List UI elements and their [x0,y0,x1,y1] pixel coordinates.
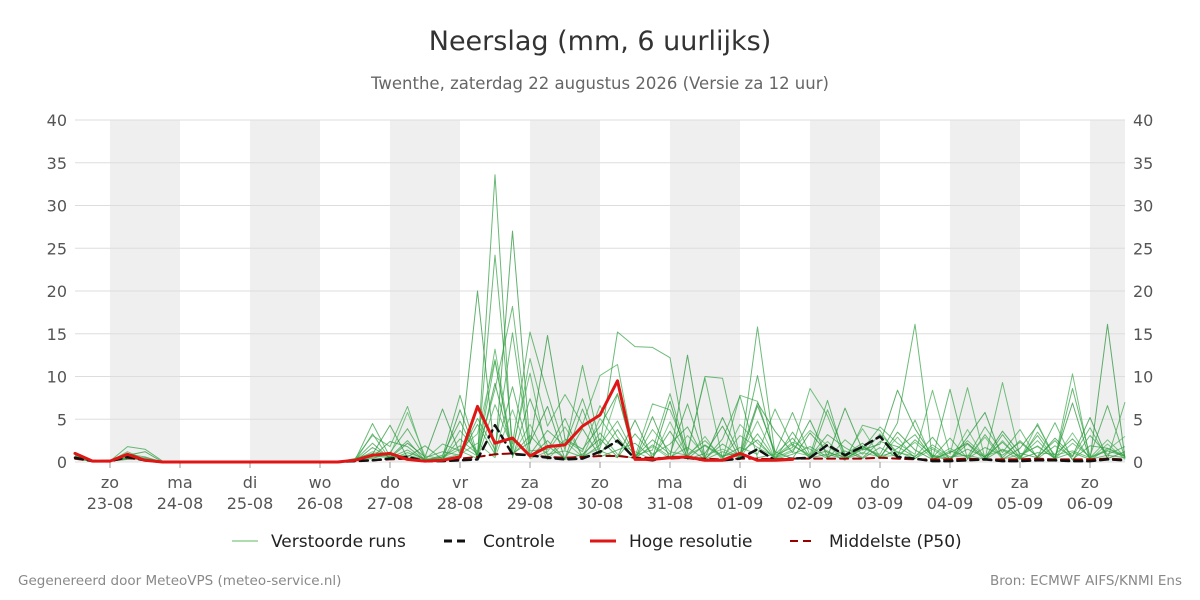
y-axis-right: 0 5 10 15 20 25 30 35 40 [1133,111,1153,472]
footer-source: Bron: ECMWF AIFS/KNMI Ens [990,573,1182,589]
y-tick-right-20: 20 [1133,282,1153,301]
y-tick-left-30: 30 [47,197,67,216]
x-tick-label-3: 26-08 [297,494,344,513]
y-axis-left: 0 5 10 15 20 25 30 35 40 [47,111,67,472]
x-tick-day-8: ma [657,473,682,492]
x-tick-label-5: 28-08 [437,494,484,513]
y-tick-left-35: 35 [47,154,67,173]
y-tick-right-25: 25 [1133,239,1153,258]
x-tick-label-11: 03-09 [857,494,904,513]
y-tick-right-10: 10 [1133,368,1153,387]
x-tick-day-10: wo [799,473,822,492]
legend: Verstoorde runs Controle Hoge resolutie … [232,532,962,552]
x-tick-day-11: do [870,473,890,492]
legend-item-control: Controle [444,532,555,552]
legend-label-high-res: Hoge resolutie [629,532,753,552]
legend-item-ensemble: Verstoorde runs [232,532,406,552]
x-tick-day-12: vr [942,473,958,492]
y-tick-left-25: 25 [47,239,67,258]
y-tick-left-15: 15 [47,325,67,344]
y-tick-left-10: 10 [47,368,67,387]
x-tick-day-9: di [733,473,748,492]
x-axis: zo 23-08 ma 24-08 di 25-08 wo 26-08 do 27-08 vr 28-… [87,462,1114,513]
x-tick-label-14: 06-09 [1067,494,1114,513]
y-tick-left-5: 5 [57,410,67,429]
x-tick-day-3: wo [309,473,332,492]
x-tick-day-5: vr [452,473,468,492]
y-tick-left-20: 20 [47,282,67,301]
x-tick-day-2: di [243,473,258,492]
y-tick-right-35: 35 [1133,154,1153,173]
x-tick-label-6: 29-08 [507,494,554,513]
chart-title: Neerslag (mm, 6 uurlijks) [429,26,771,57]
y-tick-right-0: 0 [1133,453,1143,472]
legend-label-ensemble: Verstoorde runs [271,532,406,552]
y-tick-left-0: 0 [57,453,67,472]
legend-label-median: Middelste (P50) [829,532,962,552]
y-tick-right-5: 5 [1133,410,1143,429]
x-tick-day-6: za [521,473,539,492]
x-tick-label-12: 04-09 [927,494,974,513]
x-tick-day-1: ma [167,473,192,492]
x-tick-label-10: 02-09 [787,494,834,513]
x-tick-label-7: 30-08 [577,494,624,513]
y-tick-left-40: 40 [47,111,67,130]
x-tick-day-7: zo [591,473,609,492]
main-series [73,379,1127,464]
x-tick-label-4: 27-08 [367,494,414,513]
y-tick-right-40: 40 [1133,111,1153,130]
series-line-hoge-resolutie [73,379,794,464]
y-tick-right-15: 15 [1133,325,1153,344]
chart-subtitle: Twenthe, zaterdag 22 augustus 2026 (Vers… [370,74,829,93]
x-tick-label-0: 23-08 [87,494,134,513]
x-tick-label-1: 24-08 [157,494,204,513]
x-tick-label-13: 05-09 [997,494,1044,513]
x-tick-day-14: zo [1081,473,1099,492]
footer-generated-by: Gegenereerd door MeteoVPS (meteo-service… [18,573,341,589]
x-tick-day-4: do [380,473,400,492]
legend-item-median: Middelste (P50) [790,532,962,552]
legend-label-control: Controle [483,532,555,552]
x-tick-day-0: zo [101,473,119,492]
y-tick-right-30: 30 [1133,197,1153,216]
legend-item-high-res: Hoge resolutie [590,532,753,552]
x-tick-label-9: 01-09 [717,494,764,513]
x-tick-label-8: 31-08 [647,494,694,513]
x-tick-label-2: 25-08 [227,494,274,513]
x-tick-day-13: za [1011,473,1029,492]
